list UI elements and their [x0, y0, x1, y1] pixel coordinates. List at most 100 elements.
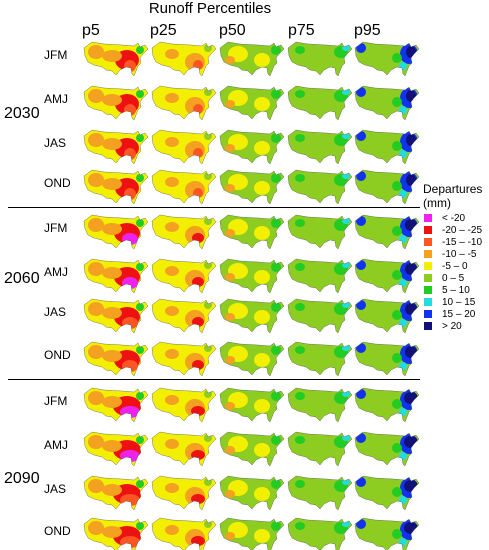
- us-runoff-map: [354, 517, 420, 550]
- us-runoff-map: [219, 214, 285, 250]
- percentile-header-p5: p5: [82, 22, 100, 39]
- legend-label: 15 – 20: [442, 308, 476, 320]
- us-runoff-map: [83, 41, 149, 77]
- legend-label: 10 – 15: [442, 296, 476, 308]
- us-runoff-map: [354, 298, 420, 334]
- us-runoff-map: [287, 85, 353, 121]
- us-runoff-map: [83, 298, 149, 334]
- us-runoff-map: [287, 41, 353, 77]
- season-label: JAS: [44, 136, 67, 150]
- us-runoff-map: [287, 129, 353, 165]
- legend-swatch: [424, 274, 432, 282]
- legend-label: > 20: [442, 320, 462, 332]
- us-runoff-map: [354, 258, 420, 294]
- us-runoff-map: [219, 387, 285, 423]
- legend-item: 15 – 20: [424, 308, 482, 320]
- legend-swatch: [424, 310, 432, 318]
- percentile-header-p50: p50: [219, 22, 246, 39]
- us-runoff-map: [219, 169, 285, 205]
- era-label-2090: 2090: [4, 470, 40, 487]
- legend-title: Departures (mm): [423, 182, 482, 210]
- legend-item: -15 – -10: [424, 236, 482, 248]
- us-runoff-map: [354, 41, 420, 77]
- legend-label: -20 – -25: [442, 224, 483, 236]
- season-label: JAS: [44, 482, 67, 496]
- legend-label: -10 – -5: [442, 248, 477, 260]
- us-runoff-map: [83, 431, 149, 467]
- legend-label: 5 – 10: [442, 284, 470, 296]
- us-runoff-map: [354, 169, 420, 205]
- us-runoff-map: [83, 475, 149, 511]
- us-runoff-map: [151, 129, 217, 165]
- legend-item: 10 – 15: [424, 296, 482, 308]
- us-runoff-map: [287, 341, 353, 377]
- us-runoff-map: [354, 214, 420, 250]
- season-label: OND: [44, 348, 71, 362]
- us-runoff-map: [151, 298, 217, 334]
- us-runoff-map: [287, 475, 353, 511]
- legend-label: < -20: [442, 212, 466, 224]
- us-runoff-map: [151, 41, 217, 77]
- season-label: AMJ: [44, 265, 68, 279]
- percentile-header-p75: p75: [288, 22, 315, 39]
- era-separator: [8, 207, 420, 208]
- legend-item: 0 – 5: [424, 272, 482, 284]
- legend-label: -15 – -10: [442, 236, 483, 248]
- us-runoff-map: [219, 431, 285, 467]
- season-label: AMJ: [44, 92, 68, 106]
- us-runoff-map: [354, 387, 420, 423]
- us-runoff-map: [354, 341, 420, 377]
- legend-swatch: [424, 250, 432, 258]
- season-label: JAS: [44, 305, 67, 319]
- us-runoff-map: [219, 517, 285, 550]
- legend-item: > 20: [424, 320, 482, 332]
- us-runoff-map: [287, 169, 353, 205]
- us-runoff-map: [354, 431, 420, 467]
- us-runoff-map: [287, 517, 353, 550]
- us-runoff-map: [83, 214, 149, 250]
- us-runoff-map: [219, 341, 285, 377]
- legend-swatch: [424, 286, 432, 294]
- legend-swatch: [424, 226, 432, 234]
- us-runoff-map: [151, 258, 217, 294]
- legend-item: 5 – 10: [424, 284, 482, 296]
- us-runoff-map: [354, 85, 420, 121]
- us-runoff-map: [83, 85, 149, 121]
- legend-item: -10 – -5: [424, 248, 482, 260]
- us-runoff-map: [83, 517, 149, 550]
- legend-swatch: [424, 322, 432, 330]
- us-runoff-map: [151, 387, 217, 423]
- legend-item: < -20: [424, 212, 482, 224]
- season-label: OND: [44, 176, 71, 190]
- us-runoff-map: [83, 129, 149, 165]
- figure-title: Runoff Percentiles: [148, 0, 272, 17]
- legend-title-line2: (mm): [423, 196, 451, 210]
- us-runoff-map: [354, 129, 420, 165]
- era-separator: [8, 379, 420, 380]
- us-runoff-map: [287, 298, 353, 334]
- season-label: JFM: [44, 48, 68, 62]
- us-runoff-map: [287, 258, 353, 294]
- us-runoff-map: [83, 169, 149, 205]
- us-runoff-map: [219, 85, 285, 121]
- us-runoff-map: [151, 169, 217, 205]
- legend-swatch: [424, 214, 432, 222]
- era-label-2060: 2060: [4, 270, 40, 287]
- us-runoff-map: [219, 298, 285, 334]
- legend-swatch: [424, 238, 432, 246]
- legend-label: -5 – 0: [442, 260, 468, 272]
- season-label: JFM: [44, 221, 68, 235]
- season-label: JFM: [44, 394, 68, 408]
- percentile-header-p95: p95: [354, 22, 381, 39]
- legend-swatch: [424, 262, 432, 270]
- percentile-header-p25: p25: [150, 22, 177, 39]
- legend-item: -20 – -25: [424, 224, 482, 236]
- us-runoff-map: [287, 387, 353, 423]
- us-runoff-map: [287, 214, 353, 250]
- us-runoff-map: [83, 258, 149, 294]
- us-runoff-map: [151, 341, 217, 377]
- us-runoff-map: [151, 475, 217, 511]
- legend-label: 0 – 5: [442, 272, 465, 284]
- legend-item: -5 – 0: [424, 260, 482, 272]
